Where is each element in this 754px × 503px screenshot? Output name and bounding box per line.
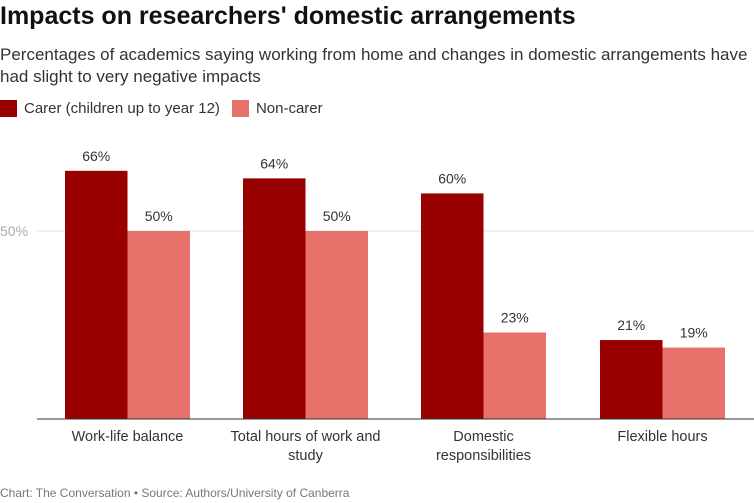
x-tick-label: Domestic xyxy=(453,429,513,445)
data-label: 23% xyxy=(501,310,529,326)
bar-non-carer xyxy=(662,347,725,419)
bar-non-carer xyxy=(483,332,546,419)
x-tick-label: Work-life balance xyxy=(72,429,184,445)
bar-non-carer xyxy=(127,231,190,419)
legend-swatch-non-carer xyxy=(231,100,249,117)
data-label: 19% xyxy=(680,325,708,341)
legend-label-carer: Carer (children up to year 12) xyxy=(24,100,220,117)
x-tick-label: study xyxy=(288,448,323,464)
bar-carer xyxy=(600,340,663,419)
y-tick-label: 50% xyxy=(0,223,28,239)
x-tick-label: responsibilities xyxy=(436,448,531,464)
legend-label-non-carer: Non-carer xyxy=(255,100,323,117)
data-label: 66% xyxy=(82,148,110,164)
x-tick-label: Flexible hours xyxy=(617,429,707,445)
legend: Carer (children up to year 12) Non-carer xyxy=(0,100,335,117)
data-label: 50% xyxy=(145,208,173,224)
bar-non-carer xyxy=(305,231,368,419)
x-tick-label: Total hours of work and xyxy=(231,429,381,445)
data-label: 50% xyxy=(323,208,351,224)
bar-carer xyxy=(243,178,306,419)
bar-carer xyxy=(421,193,484,419)
data-label: 21% xyxy=(617,317,645,333)
legend-item-carer: Carer (children up to year 12) xyxy=(0,100,220,117)
legend-swatch-carer xyxy=(0,100,17,117)
chart-subtitle: Percentages of academics saying working … xyxy=(0,45,748,86)
bar-carer xyxy=(65,170,128,419)
legend-item-non-carer: Non-carer xyxy=(231,100,323,117)
chart-footer: Chart: The Conversation • Source: Author… xyxy=(0,486,350,500)
data-label: 64% xyxy=(260,155,288,171)
chart-title: Impacts on researchers' domestic arrange… xyxy=(0,2,576,30)
data-label: 60% xyxy=(438,170,466,186)
